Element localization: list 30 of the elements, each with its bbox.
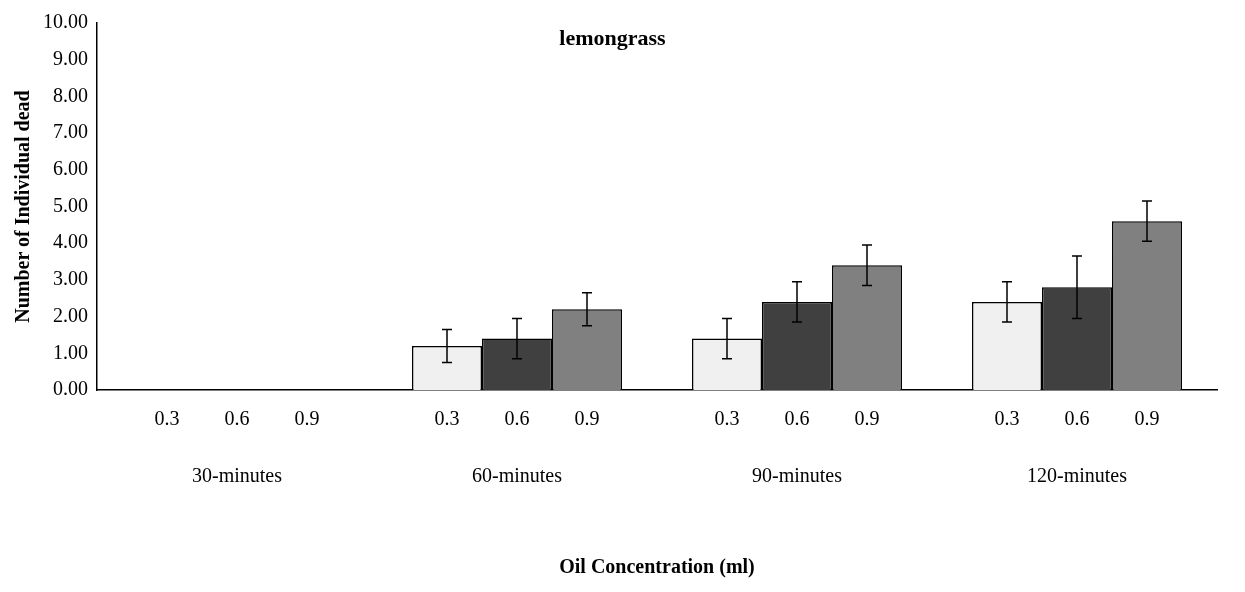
x-tick-label: 30-minutes (192, 464, 283, 487)
x-tick-label: 120-minutes (1027, 464, 1128, 487)
text: 0.9 (294, 407, 320, 430)
y-tick-label: 0.00 (53, 377, 88, 400)
y-tick-label: 10.00 (43, 10, 88, 33)
y-tick-label: 1.00 (53, 340, 88, 363)
text: 0.9 (854, 407, 880, 430)
chart-title: lemongrass (559, 25, 667, 51)
y-tick-label: 6.00 (53, 157, 88, 180)
text: 0.3 (714, 407, 740, 430)
text: 0.9 (1134, 407, 1160, 430)
text: 0.3 (154, 407, 180, 430)
series-label: 0.3 (434, 407, 460, 430)
y-axis-title: Number of Individual dead (11, 90, 34, 323)
y-tick-label: 2.00 (53, 303, 88, 326)
y-tick-label: 8.00 (53, 83, 88, 106)
x-axis-title: Oil Concentration (ml) (559, 555, 755, 579)
series-label: 0.6 (504, 407, 530, 430)
y-tick-label: 9.00 (53, 46, 88, 69)
x-tick-label: 90-minutes (752, 464, 843, 487)
text: 0.3 (994, 407, 1020, 430)
y-tick-label: 5.00 (53, 193, 88, 216)
text: 0.6 (1064, 407, 1090, 430)
y-tick-label: 7.00 (53, 120, 88, 143)
y-tick-label: 3.00 (53, 267, 88, 290)
series-label: 0.9 (574, 407, 600, 430)
x-tick-label: 60-minutes (472, 464, 563, 487)
text: 0.6 (224, 407, 250, 430)
text: 0.6 (784, 407, 810, 430)
y-tick-label: 4.00 (53, 230, 88, 253)
